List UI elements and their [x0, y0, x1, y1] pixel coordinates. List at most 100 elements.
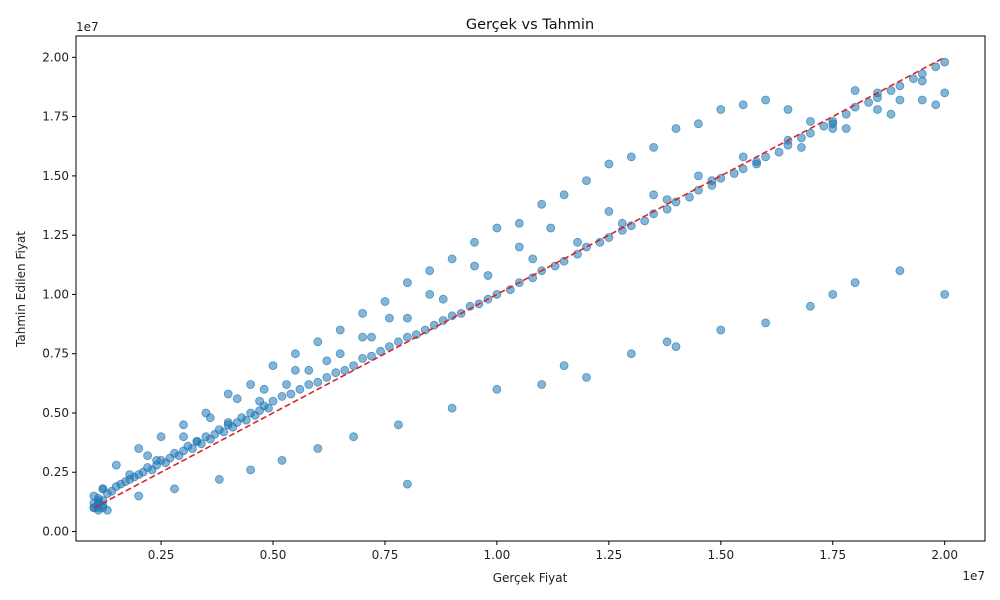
data-point	[546, 223, 556, 233]
data-point	[429, 320, 439, 330]
data-point	[143, 451, 153, 461]
data-point	[313, 377, 323, 387]
data-point	[402, 313, 412, 323]
data-point	[393, 420, 403, 430]
data-point	[909, 74, 918, 84]
data-point	[626, 349, 636, 359]
data-point	[470, 261, 479, 271]
data-point	[367, 332, 376, 342]
data-point	[841, 124, 851, 133]
data-point	[102, 505, 112, 515]
data-point	[716, 325, 726, 335]
data-point	[559, 361, 569, 371]
data-point	[604, 206, 614, 216]
data-point	[685, 192, 694, 202]
chart-title: Gerçek vs Tahmin	[466, 17, 594, 33]
data-point	[277, 455, 287, 465]
data-point	[290, 365, 300, 375]
x-tick-label: 1.00	[484, 548, 511, 562]
data-point	[367, 351, 376, 361]
data-point	[340, 365, 350, 375]
y-tick-label: 0.25	[42, 465, 69, 479]
data-point	[268, 396, 278, 406]
x-axis: 0.25 0.50 0.75 1.00 1.25 1.50 1.75 2.00	[148, 541, 958, 562]
data-point	[259, 384, 269, 394]
data-point	[917, 76, 927, 86]
data-point	[573, 237, 582, 247]
data-point	[797, 133, 806, 143]
y-tick-label: 1.50	[42, 169, 69, 183]
data-point	[774, 147, 784, 157]
x-tick-label: 1.50	[707, 548, 734, 562]
data-point	[761, 318, 770, 328]
data-point	[895, 95, 905, 105]
data-point	[895, 81, 905, 91]
data-point	[255, 396, 265, 406]
data-point	[277, 391, 287, 401]
data-point	[940, 88, 950, 98]
data-point	[806, 128, 815, 138]
data-point	[156, 432, 166, 442]
reference-line	[93, 56, 946, 509]
data-point	[886, 109, 896, 119]
data-point	[940, 57, 950, 67]
data-point	[528, 254, 538, 264]
x-tick-label: 0.50	[260, 548, 287, 562]
y-tick-label: 2.00	[42, 50, 69, 64]
data-point	[331, 368, 341, 378]
data-point	[94, 496, 103, 506]
data-point	[640, 216, 650, 226]
data-point	[125, 470, 135, 480]
data-point	[179, 432, 188, 442]
y-tick-label: 0.00	[42, 525, 69, 539]
data-point	[617, 218, 627, 228]
data-point	[170, 484, 179, 494]
data-point	[246, 380, 256, 389]
data-point	[286, 389, 296, 399]
data-point	[819, 121, 829, 131]
data-point	[582, 176, 591, 186]
data-point	[264, 403, 273, 413]
data-point	[438, 294, 448, 304]
x-offset-label: 1e7	[962, 569, 985, 583]
x-tick-label: 2.00	[931, 548, 958, 562]
data-point	[850, 86, 860, 95]
data-point	[649, 190, 658, 200]
data-point	[304, 365, 314, 375]
data-point	[604, 159, 614, 169]
data-point	[111, 460, 121, 470]
data-point	[402, 278, 412, 288]
x-tick-label: 0.75	[372, 548, 399, 562]
data-point	[940, 289, 950, 299]
data-point	[322, 372, 332, 382]
data-point	[223, 389, 233, 399]
data-point	[313, 337, 323, 347]
data-point	[761, 95, 770, 105]
data-point	[380, 297, 390, 306]
data-point	[514, 242, 524, 252]
data-point	[797, 142, 806, 152]
data-point	[349, 361, 359, 371]
data-point	[662, 204, 672, 214]
data-point	[671, 124, 681, 133]
x-tick-label: 1.25	[596, 548, 623, 562]
data-point	[290, 349, 300, 359]
plot-frame	[75, 35, 986, 542]
data-point	[582, 372, 591, 382]
data-point	[850, 278, 860, 288]
data-point	[322, 356, 332, 366]
data-point	[402, 479, 412, 489]
data-point	[246, 465, 256, 475]
data-point	[483, 271, 493, 280]
y-tick-label: 1.25	[42, 228, 69, 242]
data-point	[205, 413, 215, 423]
data-point	[470, 237, 479, 247]
data-point	[694, 119, 703, 129]
data-point	[806, 301, 815, 311]
data-point	[716, 173, 726, 183]
data-point	[694, 171, 703, 181]
data-point	[662, 337, 672, 347]
data-point	[179, 420, 188, 430]
data-point	[313, 444, 323, 453]
data-point	[716, 105, 726, 114]
